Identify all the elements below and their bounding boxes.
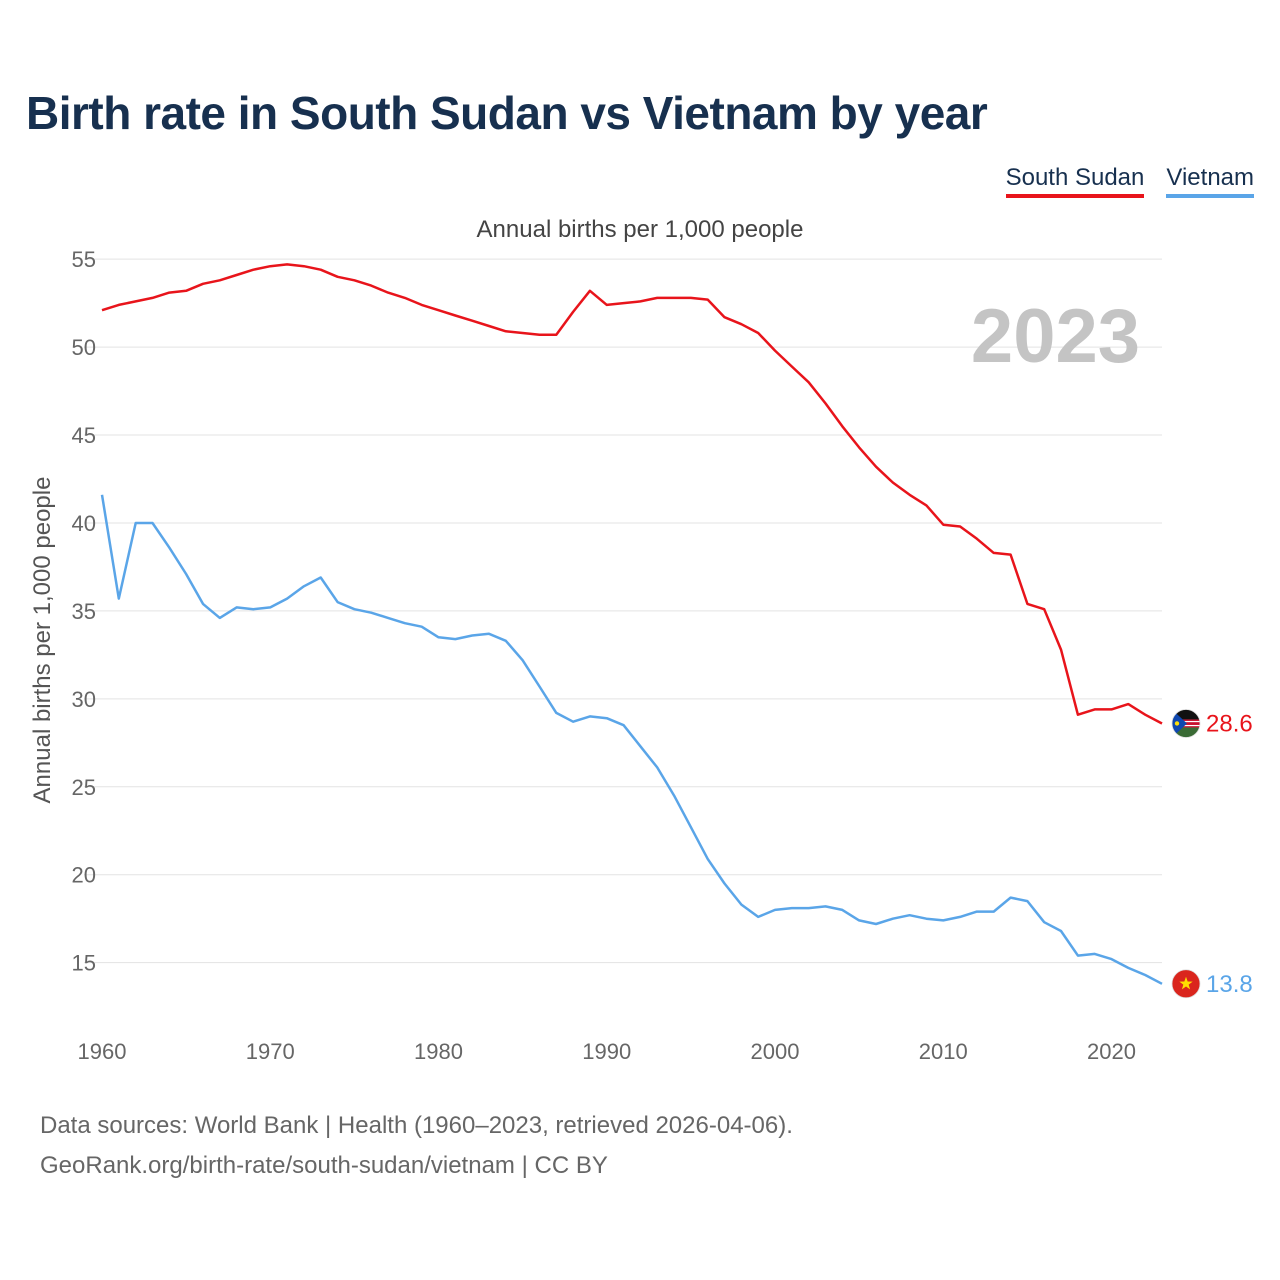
y-tick-label-50: 50 xyxy=(72,335,96,360)
x-tick-label-1990: 1990 xyxy=(582,1039,631,1064)
y-axis-label: Annual births per 1,000 people xyxy=(29,477,56,804)
series-lines xyxy=(100,263,1163,985)
y-tick-label-25: 25 xyxy=(72,775,96,800)
source-line-1: Data sources: World Bank | Health (1960–… xyxy=(40,1112,793,1139)
y-tick-label-40: 40 xyxy=(72,511,96,536)
x-tick-label-1960: 1960 xyxy=(78,1039,127,1064)
legend-item-vietnam[interactable]: Vietnam xyxy=(1166,164,1254,198)
legend: South Sudan Vietnam xyxy=(1005,164,1254,198)
series-end-markers: 28.6 13.8 xyxy=(1171,709,1253,999)
x-tick-label-2010: 2010 xyxy=(919,1039,968,1064)
x-tick-label-1970: 1970 xyxy=(246,1039,295,1064)
vietnam-flag-icon xyxy=(1172,969,1200,998)
x-tick-label-2000: 2000 xyxy=(751,1039,800,1064)
chart-title: Birth rate in South Sudan vs Vietnam by … xyxy=(26,87,988,139)
y-axis-ticks: 15 20 25 30 35 40 45 50 55 xyxy=(72,247,96,975)
grid-lines xyxy=(84,258,1162,964)
end-value-label-south-sudan: 28.6 xyxy=(1206,710,1253,737)
series-line-vietnam xyxy=(100,494,1163,985)
current-year-label: 2023 xyxy=(971,294,1140,379)
y-tick-label-35: 35 xyxy=(72,599,96,624)
x-tick-label-2020: 2020 xyxy=(1087,1039,1136,1064)
legend-item-south-sudan[interactable]: South Sudan xyxy=(1005,164,1145,198)
x-tick-label-1980: 1980 xyxy=(414,1039,463,1064)
y-tick-label-45: 45 xyxy=(72,423,96,448)
data-source-note: Data sources: World Bank | Health (1960–… xyxy=(40,1106,793,1186)
x-axis-ticks: 1960 1970 1980 1990 2000 2010 2020 xyxy=(78,1039,1136,1064)
source-line-2: GeoRank.org/birth-rate/south-sudan/vietn… xyxy=(40,1152,608,1179)
end-value-label-vietnam: 13.8 xyxy=(1206,971,1253,998)
y-tick-label-30: 30 xyxy=(72,687,96,712)
y-tick-label-20: 20 xyxy=(72,863,96,888)
y-tick-label-55: 55 xyxy=(72,247,96,272)
south-sudan-flag-icon xyxy=(1172,709,1200,738)
y-tick-label-15: 15 xyxy=(72,951,96,976)
chart-subtitle: Annual births per 1,000 people xyxy=(476,216,804,243)
series-line-south-sudan xyxy=(101,263,1163,725)
